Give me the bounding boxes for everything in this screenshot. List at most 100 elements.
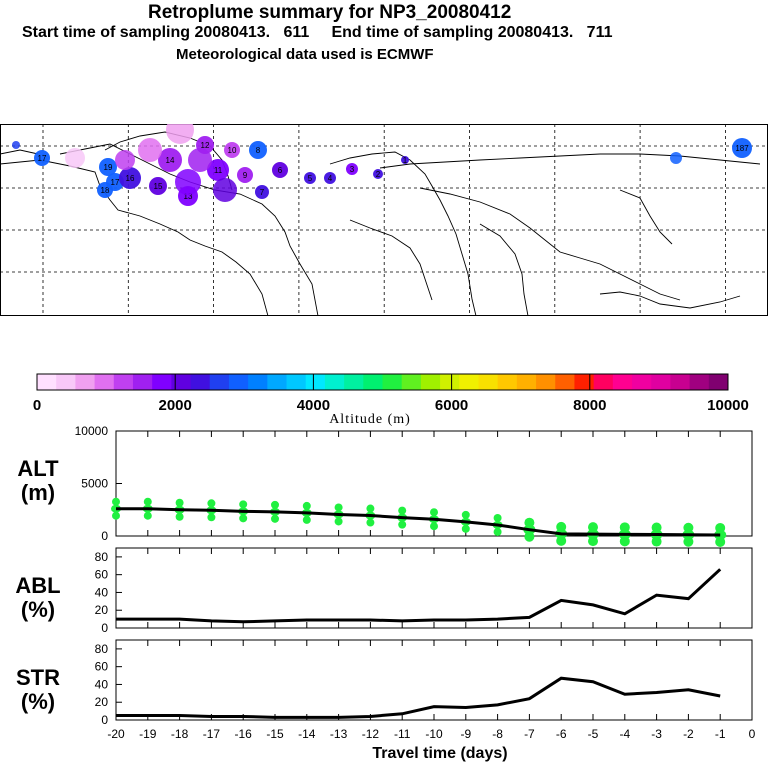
altitude-point xyxy=(651,536,662,547)
plume-marker xyxy=(158,148,182,172)
plume-marker xyxy=(346,163,358,175)
colorbar-tick-label: 8000 xyxy=(573,397,606,414)
plume-label: 10 xyxy=(228,146,237,155)
plume-label: 1 xyxy=(403,156,408,165)
colorbar-cell xyxy=(536,374,556,390)
altitude-point xyxy=(430,522,438,531)
plume-marker xyxy=(401,156,409,164)
colorbar-cell xyxy=(152,374,172,390)
panel-alt: 10000 5000 0 ALT (m) xyxy=(17,424,753,547)
colorbar-cell xyxy=(209,374,230,390)
panel-frame xyxy=(115,547,753,629)
colorbar-cell xyxy=(305,374,326,390)
colorbar-cell xyxy=(497,374,518,390)
y-tick-label: 40 xyxy=(95,677,109,691)
colorbar-cell xyxy=(516,374,537,390)
plume-marker xyxy=(175,169,201,195)
x-tick-label: -13 xyxy=(330,727,348,741)
plume-label: 12 xyxy=(201,141,210,150)
plume-label: 187 xyxy=(735,144,749,153)
altitude-point xyxy=(143,497,152,506)
colorbar-tick-label: 6000 xyxy=(435,397,468,414)
colorbar-cell xyxy=(382,374,403,390)
y-tick-label: 20 xyxy=(95,603,109,617)
colorbar-cell xyxy=(440,374,460,390)
plume-label: 17 xyxy=(38,154,47,163)
x-tick-label: -2 xyxy=(683,727,694,741)
y-tick-label: 20 xyxy=(95,695,109,709)
colorbar-cell xyxy=(113,374,134,390)
colorbar-ticks: 0 2000 4000 6000 8000 10000 xyxy=(33,374,749,414)
coastline xyxy=(379,153,761,169)
colorbar-cell xyxy=(651,374,671,390)
y-tick-label: 60 xyxy=(95,660,109,674)
colorbar-cell xyxy=(248,374,268,390)
altitude-point xyxy=(175,512,184,521)
plume-marker xyxy=(272,162,288,178)
plume-marker xyxy=(115,150,135,170)
altitude-point xyxy=(302,515,311,524)
plume-label: 13 xyxy=(184,192,193,201)
panel-abl: 80 60 40 20 0 ABL (%) xyxy=(15,547,753,635)
colorbar-cell xyxy=(37,374,57,390)
colorbar-cell xyxy=(555,374,575,390)
x-tick-label: -4 xyxy=(619,727,630,741)
plume-label: 6 xyxy=(278,166,283,175)
y-tick-label: 80 xyxy=(95,550,109,564)
plume-marker xyxy=(65,148,85,168)
plume-label: 3 xyxy=(350,165,355,174)
colorbar-cell xyxy=(708,374,729,390)
altitude-point xyxy=(112,511,120,520)
altitude-point xyxy=(366,504,375,513)
plume-marker xyxy=(149,177,167,195)
plume-marker xyxy=(324,172,336,184)
colorbar-cell xyxy=(56,374,76,390)
coastline xyxy=(0,159,269,317)
x-tick-label: -1 xyxy=(715,727,726,741)
plume-marker xyxy=(99,158,117,176)
plume-marker xyxy=(207,159,229,181)
plume-label: 18 xyxy=(101,186,110,195)
plume-label: 15 xyxy=(154,182,163,191)
colorbar-cell xyxy=(459,374,479,390)
colorbar-cell xyxy=(478,374,499,390)
coastline xyxy=(479,223,529,317)
altitude-point xyxy=(398,506,407,515)
colorbar-cell xyxy=(344,374,364,390)
colorbar-tick-label: 0 xyxy=(33,397,41,414)
x-tick-label: -16 xyxy=(235,727,253,741)
plume-label: 7 xyxy=(260,188,265,197)
altitude-point xyxy=(143,511,152,520)
y-tick-label: 10000 xyxy=(75,425,109,438)
series-line-str xyxy=(116,676,721,719)
colorbar-cell xyxy=(574,374,595,390)
plume-marker xyxy=(138,138,162,162)
series-line-abl xyxy=(116,568,722,624)
y-tick-label: 80 xyxy=(95,642,109,656)
colorbar-cell xyxy=(612,374,633,390)
plume-marker xyxy=(732,138,752,158)
time-series-panels: 10000 5000 0 ALT (m) 80 60 40 20 0 ABL (%) 80 60 40 20 0… xyxy=(0,424,768,768)
met-data-source: Meteorological data used is ECMWF xyxy=(176,46,434,63)
colorbar-cell xyxy=(132,374,153,390)
plume-marker xyxy=(119,167,141,189)
colorbar-tick-label: 2000 xyxy=(159,397,192,414)
altitude-point xyxy=(334,517,343,526)
plume-label: 9 xyxy=(243,171,248,180)
coastline xyxy=(329,151,477,317)
x-axis-label: Travel time (days) xyxy=(372,745,507,762)
y-tick-label: 0 xyxy=(101,529,108,543)
altitude-point xyxy=(271,514,279,523)
x-tick-label: -6 xyxy=(556,727,567,741)
plume-marker xyxy=(237,167,253,183)
plume-marker xyxy=(213,178,237,202)
x-tick-label: -20 xyxy=(107,727,125,741)
altitude-point xyxy=(366,518,375,527)
x-tick-label: -18 xyxy=(171,727,189,741)
header: Retroplume summary for NP3_20080412 Star… xyxy=(0,0,768,70)
altitude-point xyxy=(334,503,343,512)
time-series-canvas: 10000 5000 0 ALT (m) 80 60 40 20 0 ABL (%) 80 60 40 20 0… xyxy=(15,424,756,762)
